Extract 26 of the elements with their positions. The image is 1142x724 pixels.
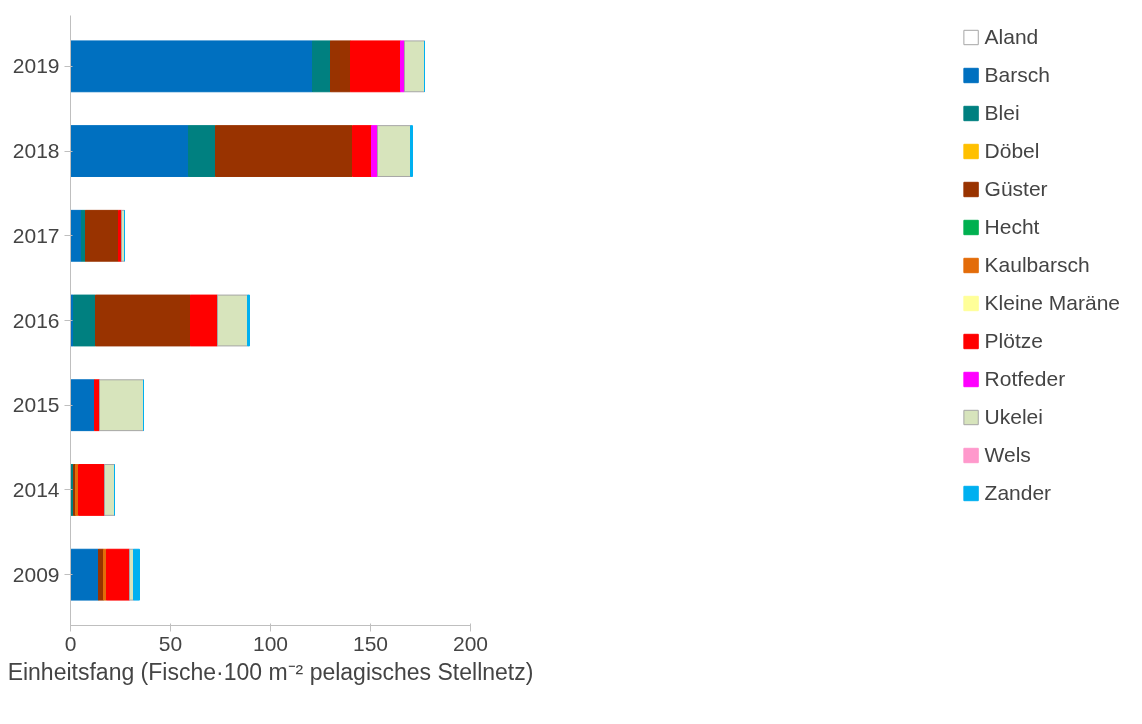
legend-label: Hecht	[984, 215, 1040, 239]
y-tick-label: 2009	[12, 562, 60, 586]
y-tick-label: 2015	[12, 393, 60, 417]
x-tick-label: 100	[252, 631, 289, 655]
legend-label: Kaulbarsch	[984, 253, 1090, 277]
x-tick-label: 200	[452, 631, 489, 655]
x-tick-label: 150	[352, 631, 389, 655]
legend-label: Döbel	[984, 139, 1040, 163]
legend-label: Kleine Maräne	[984, 291, 1120, 315]
legend-label: Barsch	[984, 63, 1050, 87]
y-tick-label: 2017	[12, 223, 60, 247]
legend-label: Güster	[984, 177, 1048, 201]
y-tick-label: 2014	[12, 477, 60, 501]
legend-label: Aland	[984, 25, 1039, 49]
legend-label: Blei	[984, 101, 1020, 125]
legend-label: Plötze	[984, 329, 1043, 353]
y-tick-label: 2018	[12, 139, 60, 163]
legend-label: Ukelei	[984, 405, 1043, 429]
legend-label: Zander	[984, 481, 1052, 505]
y-tick-label: 2016	[12, 308, 60, 332]
y-tick-label: 2019	[12, 54, 60, 78]
x-tick-label: 50	[158, 631, 183, 655]
x-axis-title: Einheitsfang (Fische·100 m⁻² pelagisches Stellnetz)	[7, 658, 534, 685]
legend-label: Rotfeder	[984, 367, 1066, 391]
legend-label: Wels	[984, 443, 1031, 467]
x-tick-label: 0	[64, 631, 77, 655]
